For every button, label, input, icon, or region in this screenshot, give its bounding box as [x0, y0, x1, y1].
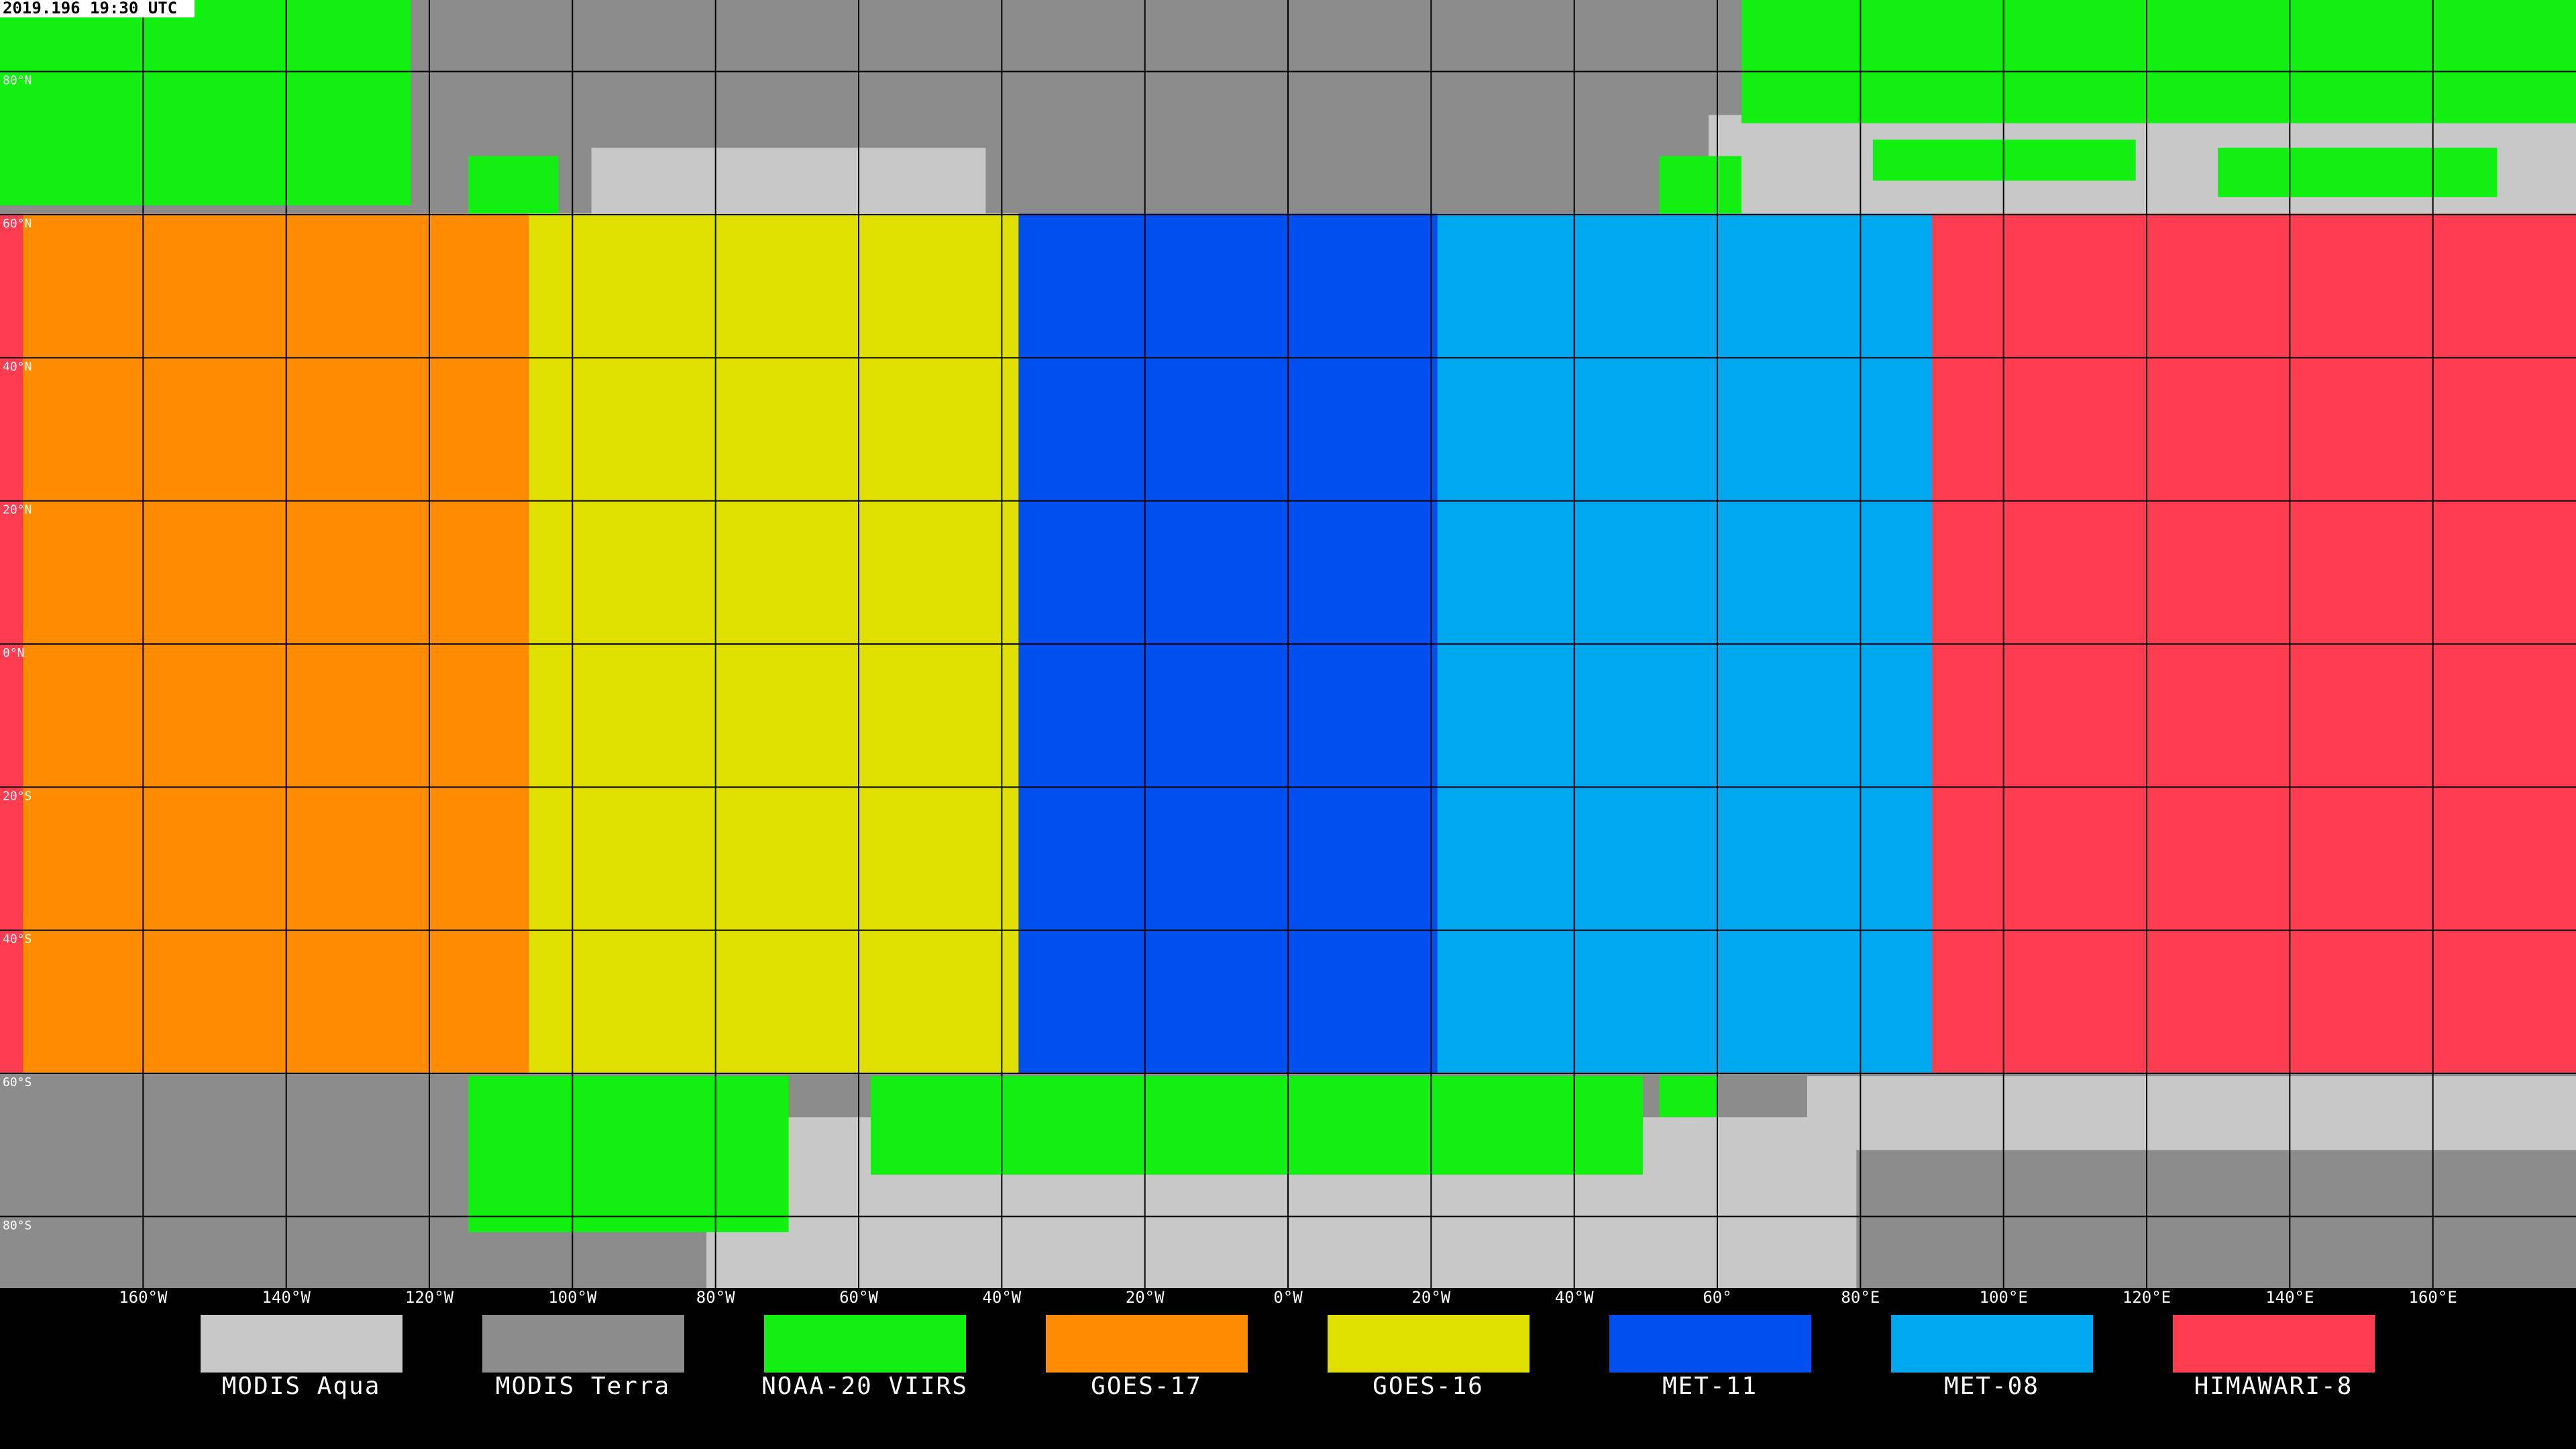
legend-label: HIMAWARI-8	[2194, 1373, 2353, 1400]
longitude-label: 60°	[1703, 1288, 1731, 1307]
legend-label: GOES-16	[1373, 1373, 1484, 1400]
graticule	[0, 0, 2576, 1288]
legend-swatch	[764, 1315, 966, 1373]
grid-labels: 160°W 140°W 120°W 100°W 80°W 60°W 40°W 20°W 0°W 2…	[3, 74, 2457, 1307]
coverage-region	[1807, 1076, 2576, 1150]
geo-coverage	[529, 213, 1019, 1073]
coverage-region	[1659, 1076, 1717, 1118]
longitude-label: 160°W	[119, 1288, 168, 1307]
legend-swatch	[1891, 1315, 2093, 1373]
legend-swatch	[1328, 1315, 1529, 1373]
legend-swatch	[1046, 1315, 1248, 1373]
legend-label: NOAA-20 VIIRS	[761, 1373, 968, 1400]
latitude-label: 60°S	[3, 1075, 32, 1089]
longitude-label: 100°W	[548, 1288, 597, 1307]
geo-coverage	[1018, 213, 1438, 1073]
latitude-label: 60°N	[3, 217, 32, 231]
longitude-label: 60°W	[839, 1288, 878, 1307]
latitude-label: 80°S	[3, 1218, 32, 1232]
latitude-label: 40°N	[3, 360, 32, 374]
legend-label: GOES-17	[1091, 1373, 1202, 1400]
legend-label: MODIS Aqua	[222, 1373, 381, 1400]
timestamp: 2019.196 19:30 UTC	[3, 0, 177, 17]
legend-label: MET-11	[1662, 1373, 1758, 1400]
coverage-region	[1741, 0, 2576, 123]
latitude-label: 20°S	[3, 789, 32, 803]
latitude-label: 80°N	[3, 74, 32, 88]
latitude-label: 20°N	[3, 503, 32, 517]
coverage-region	[1872, 140, 2136, 181]
longitude-label: 20°W	[1411, 1288, 1450, 1307]
longitude-label: 40°W	[982, 1288, 1021, 1307]
coverage-region	[0, 0, 411, 206]
geo-coverage	[1932, 213, 2576, 1073]
coverage-region	[1659, 156, 1741, 214]
coverage-region	[591, 148, 986, 214]
longitude-label: 160°E	[2409, 1288, 2457, 1307]
longitude-label: 120°W	[405, 1288, 454, 1307]
longitude-label: 0°W	[1273, 1288, 1303, 1307]
longitude-label: 40°W	[1555, 1288, 1594, 1307]
coverage-region	[468, 1076, 789, 1232]
legend-swatch	[2173, 1315, 2375, 1373]
latitude-label: 0°N	[3, 646, 25, 660]
coverage-region	[468, 156, 559, 214]
longitude-label: 100°E	[1980, 1288, 2028, 1307]
longitude-label: 140°E	[2265, 1288, 2314, 1307]
coverage-region	[870, 1076, 1643, 1175]
longitude-label: 80°W	[696, 1288, 735, 1307]
coverage-region	[2218, 148, 2498, 197]
geo-coverage	[1437, 213, 1932, 1073]
longitude-label: 140°W	[262, 1288, 311, 1307]
legend-swatch	[1609, 1315, 1811, 1373]
legend: MODIS Aqua MODIS Terra NOAA-20 VIIRS GOES-1…	[201, 1315, 2375, 1400]
geo-coverage	[23, 213, 529, 1073]
legend-swatch	[201, 1315, 402, 1373]
latitude-label: 40°S	[3, 932, 32, 947]
legend-label: MODIS Terra	[496, 1373, 670, 1400]
longitude-label: 80°E	[1841, 1288, 1880, 1307]
longitude-label: 120°E	[2123, 1288, 2171, 1307]
legend-label: MET-08	[1944, 1373, 2039, 1400]
longitude-label: 20°W	[1126, 1288, 1165, 1307]
legend-swatch	[482, 1315, 684, 1373]
timestamp-box	[0, 0, 195, 17]
